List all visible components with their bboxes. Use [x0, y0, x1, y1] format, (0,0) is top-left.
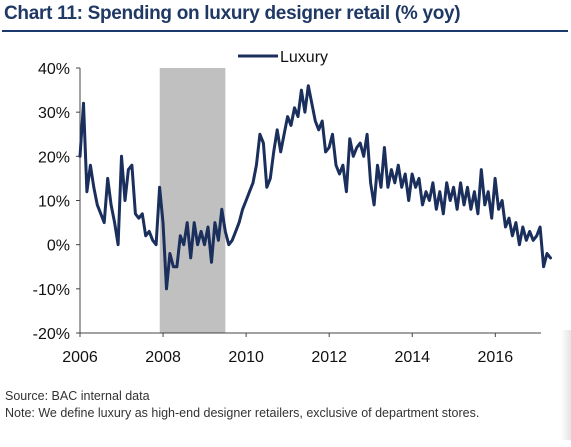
chart-title: Chart 11: Spending on luxury designer re…: [4, 3, 461, 24]
y-tick-label: 0%: [47, 238, 70, 255]
y-tick-label: 10%: [38, 194, 70, 211]
x-tick-label: 2008: [145, 349, 181, 366]
legend-label-luxury: Luxury: [280, 49, 328, 66]
y-tick-label: 40%: [38, 61, 70, 78]
x-tick-label: 2014: [394, 349, 430, 366]
source-note: Source: BAC internal data: [5, 389, 150, 403]
page-edge-shadow: [561, 330, 571, 440]
shaded-period-band: [159, 68, 226, 333]
x-tick-label: 2010: [228, 349, 264, 366]
x-tick-label: 2012: [311, 349, 347, 366]
y-tick-label: 30%: [38, 105, 70, 122]
y-tick-label: -10%: [33, 282, 70, 299]
luxury-spending-chart: -20% -10% 0% 10% 20% 30% 40% 2006 2008 2010 2012 20…: [33, 49, 552, 366]
x-tick-label: 2016: [478, 349, 514, 366]
x-tick-label: 2006: [62, 349, 98, 366]
chart-title-bar: Chart 11: Spending on luxury designer re…: [2, 0, 568, 32]
series-line-luxury: [78, 84, 552, 291]
definition-note: Note: We define luxury as high-end desig…: [5, 406, 480, 420]
y-tick-label: -20%: [33, 326, 70, 343]
y-tick-label: 20%: [38, 149, 70, 166]
